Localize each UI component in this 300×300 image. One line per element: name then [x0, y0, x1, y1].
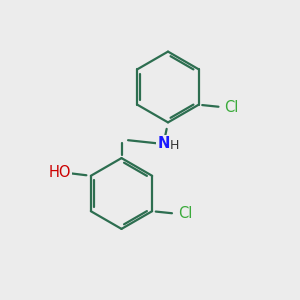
Text: N: N: [157, 136, 170, 152]
Text: H: H: [170, 139, 180, 152]
Text: HO: HO: [48, 165, 71, 180]
Text: Cl: Cl: [224, 100, 239, 115]
Text: Cl: Cl: [178, 206, 192, 221]
